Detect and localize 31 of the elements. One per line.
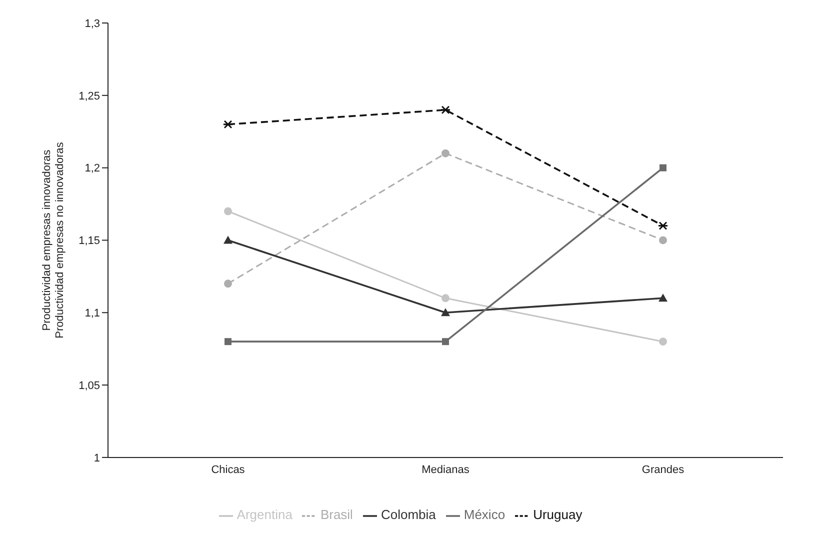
point [442, 294, 450, 302]
point [441, 308, 450, 316]
point [659, 236, 667, 244]
point [660, 164, 666, 172]
legend-label: Argentina [236, 507, 292, 522]
x-tick-label: Chicas [211, 464, 246, 476]
y-tick-label: 1,25 [78, 90, 100, 102]
legend-label: Colombia [380, 507, 436, 522]
y-tick-label: 1,3 [84, 18, 100, 30]
y-tick-label: 1,2 [84, 162, 100, 175]
legend-label: Brasil [320, 507, 353, 522]
point [224, 236, 232, 244]
y-tick-label: 1 [94, 452, 100, 464]
y-tick-label: 1,05 [78, 380, 100, 392]
point [442, 338, 449, 346]
point [442, 149, 450, 158]
y-axis-title: Productividad empresas innovadoras Productividad empresas no innovadoras [41, 142, 66, 338]
x-tick-label: Medianas [422, 464, 470, 476]
point [440, 106, 451, 114]
y-tick-label: 1,1 [84, 308, 100, 320]
point [224, 280, 232, 288]
point [224, 338, 232, 346]
point [658, 221, 668, 230]
y-tick-label: 1,15 [78, 235, 100, 248]
point [658, 294, 668, 302]
point [659, 338, 667, 346]
point [222, 120, 234, 129]
legend-label: Uruguay [533, 507, 582, 522]
x-tick-label: Grandes [642, 464, 685, 476]
legend-label: México [464, 507, 506, 522]
point [224, 207, 232, 216]
